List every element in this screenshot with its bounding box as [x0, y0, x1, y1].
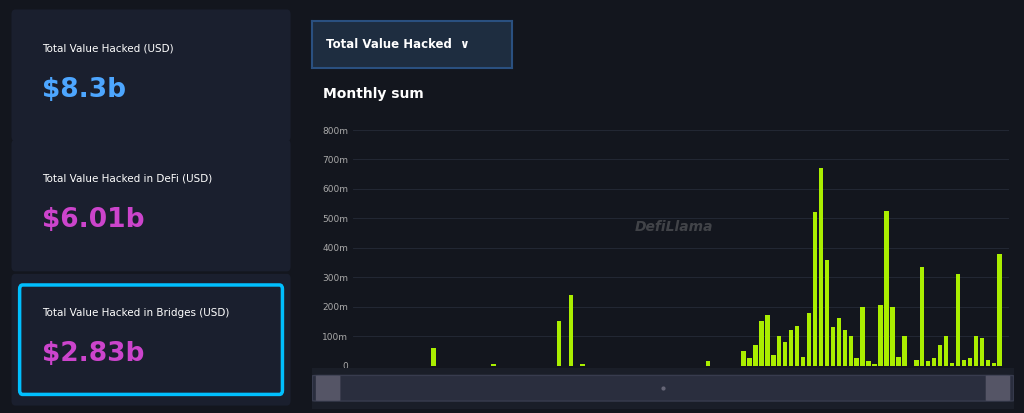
Text: $8.3b: $8.3b: [42, 77, 126, 103]
Bar: [985, 360, 990, 366]
Bar: [754, 345, 758, 366]
FancyBboxPatch shape: [986, 376, 1011, 401]
Bar: [872, 364, 877, 366]
Bar: [807, 313, 811, 366]
Bar: [866, 361, 870, 366]
FancyBboxPatch shape: [315, 376, 340, 401]
Text: $6.01b: $6.01b: [42, 207, 144, 233]
Bar: [885, 211, 889, 366]
Bar: [980, 337, 984, 366]
Bar: [914, 360, 919, 366]
Bar: [944, 336, 948, 366]
Bar: [783, 342, 787, 366]
Bar: [860, 306, 865, 366]
Bar: [938, 345, 942, 366]
Bar: [706, 361, 710, 366]
Bar: [431, 348, 436, 366]
Bar: [991, 363, 996, 366]
Bar: [843, 330, 847, 366]
Bar: [837, 318, 841, 366]
Bar: [932, 358, 936, 366]
Bar: [819, 169, 823, 366]
Bar: [997, 254, 1001, 366]
Bar: [741, 351, 745, 366]
Bar: [879, 305, 883, 366]
Bar: [748, 358, 752, 366]
Text: DefiLlama: DefiLlama: [635, 220, 714, 234]
Bar: [920, 267, 925, 366]
FancyBboxPatch shape: [312, 375, 1014, 401]
Text: Total Value Hacked in DeFi (USD): Total Value Hacked in DeFi (USD): [42, 173, 213, 183]
Bar: [777, 336, 781, 366]
Bar: [824, 259, 829, 366]
Bar: [890, 306, 895, 366]
Bar: [962, 360, 967, 366]
Bar: [568, 295, 573, 366]
Bar: [581, 364, 585, 366]
Bar: [795, 326, 800, 366]
Bar: [974, 336, 978, 366]
Bar: [492, 364, 496, 366]
Bar: [902, 336, 906, 366]
Bar: [896, 357, 901, 366]
Bar: [557, 321, 561, 366]
Bar: [968, 358, 972, 366]
Text: Total Value Hacked (USD): Total Value Hacked (USD): [42, 43, 174, 53]
Bar: [771, 355, 775, 366]
Text: Total Value Hacked  ∨: Total Value Hacked ∨: [327, 38, 470, 51]
FancyBboxPatch shape: [11, 140, 291, 271]
Bar: [788, 330, 794, 366]
Bar: [950, 363, 954, 366]
Text: $2.83b: $2.83b: [42, 341, 144, 367]
Bar: [926, 361, 931, 366]
Bar: [955, 274, 961, 366]
Bar: [813, 212, 817, 366]
FancyBboxPatch shape: [11, 274, 291, 406]
Bar: [759, 321, 764, 366]
Bar: [801, 357, 805, 366]
Bar: [765, 316, 770, 366]
Text: Monthly sum: Monthly sum: [323, 87, 423, 101]
Bar: [854, 358, 859, 366]
Text: Total Value Hacked in Bridges (USD): Total Value Hacked in Bridges (USD): [42, 308, 229, 318]
Bar: [849, 336, 853, 366]
FancyBboxPatch shape: [11, 9, 291, 141]
Bar: [830, 327, 836, 366]
